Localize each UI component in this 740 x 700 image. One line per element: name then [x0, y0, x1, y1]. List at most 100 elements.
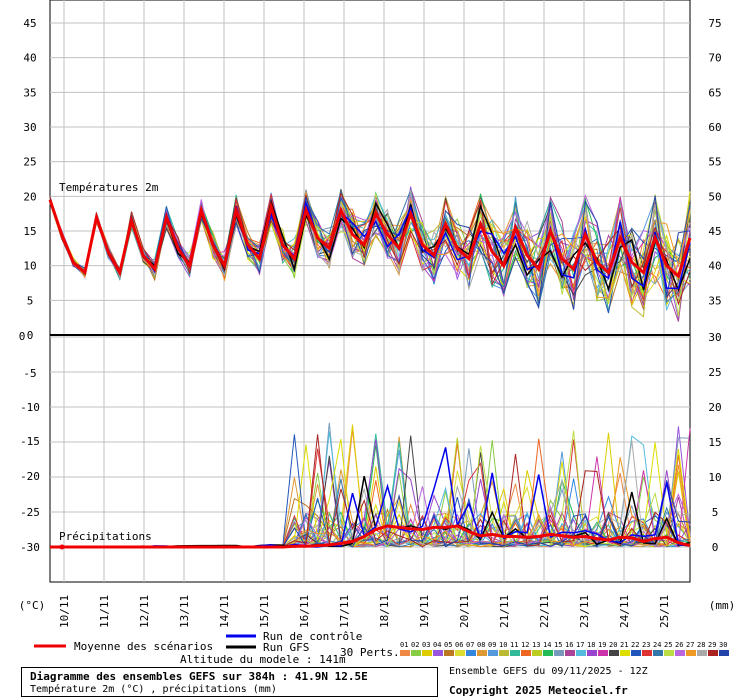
legend-pert-number: 14 [543, 641, 551, 649]
precip-left-tick-label: -15 [20, 435, 40, 448]
x-tick-label: 13/11 [178, 595, 191, 628]
temp-left-tick-label: 45 [23, 17, 36, 30]
temp-left-tick-label: 30 [23, 121, 36, 134]
temperature-panel-label: Températures 2m [59, 181, 159, 194]
copyright-text: Copyright 2025 Meteociel.fr [449, 684, 628, 697]
legend-pert-number: 05 [444, 641, 452, 649]
legend-pert-swatch [411, 650, 421, 656]
x-tick-label: 21/11 [498, 595, 511, 628]
precip-right-tick-label: 25 [708, 366, 721, 379]
precip-right-tick-label: 10 [708, 471, 721, 484]
left-unit-label: (°C) [19, 599, 46, 612]
legend-pert-swatch [400, 650, 410, 656]
legend-pert-number: 16 [565, 641, 573, 649]
legend-pert-number: 24 [653, 641, 661, 649]
legend-pert-number: 28 [697, 641, 705, 649]
precip-right-tick-label: 5 [712, 506, 719, 519]
gefs-ensemble-chart: 4540353025201510507570656055504540353025… [19, 0, 736, 665]
legend-perts-label: 30 Perts. [340, 646, 400, 659]
legend-pert-swatch [642, 650, 652, 656]
precip-left-tick-label: -10 [20, 401, 40, 414]
legend-pert-number: 22 [631, 641, 639, 649]
legend-pert-number: 02 [411, 641, 419, 649]
legend-pert-swatch [675, 650, 685, 656]
temp-left-tick-label: 20 [23, 190, 36, 203]
legend-pert-number: 10 [499, 641, 507, 649]
legend-pert-swatch [554, 650, 564, 656]
legend-pert-swatch [510, 650, 520, 656]
legend-pert-number: 01 [400, 641, 408, 649]
legend-pert-number: 19 [598, 641, 606, 649]
legend-mean-label: Moyenne des scénarios [74, 640, 213, 653]
x-tick-label: 10/11 [58, 595, 71, 628]
x-tick-label: 18/11 [378, 595, 391, 628]
legend-pert-number: 26 [675, 641, 683, 649]
temp-right-tick-label: 50 [708, 190, 721, 203]
temp-zero-tick-label: 0 [19, 330, 26, 343]
chart-subtitle: Température 2m (°C) , précipitations (mm… [30, 684, 277, 695]
precipitation-panel-label: Précipitations [59, 530, 152, 543]
chart-title-box: Diagramme des ensembles GEFS sur 384h : … [21, 667, 438, 697]
legend-pert-swatch [598, 650, 608, 656]
legend-pert-swatch [433, 650, 443, 656]
temp-right-tick-label: 75 [708, 17, 721, 30]
legend-pert-number: 17 [576, 641, 584, 649]
legend-pert-swatch [609, 650, 619, 656]
precip-right-tick-label: 0 [712, 541, 719, 554]
legend-pert-number: 27 [686, 641, 694, 649]
legend-pert-number: 25 [664, 641, 672, 649]
legend-pert-swatch [708, 650, 718, 656]
x-tick-label: 17/11 [338, 595, 351, 628]
precip-left-tick-label: -30 [20, 541, 40, 554]
temp-right-tick-label: 40 [708, 260, 721, 273]
legend-pert-swatch [587, 650, 597, 656]
chart-title: Diagramme des ensembles GEFS sur 384h : … [30, 670, 368, 683]
precip-start-marker [59, 544, 65, 550]
legend-pert-number: 30 [719, 641, 727, 649]
legend-pert-number: 18 [587, 641, 595, 649]
right-unit-label: (mm) [709, 599, 736, 612]
temp-left-tick-label: 0 [27, 329, 34, 342]
temp-right-tick-label: 35 [708, 294, 721, 307]
x-tick-label: 25/11 [658, 595, 671, 628]
temp-right-tick-label: 70 [708, 52, 721, 65]
precip-left-tick-label: -25 [20, 506, 40, 519]
legend-pert-swatch [488, 650, 498, 656]
temp-right-tick-label: 60 [708, 121, 721, 134]
legend-pert-number: 15 [554, 641, 562, 649]
legend-pert-swatch [422, 650, 432, 656]
x-tick-label: 11/11 [98, 595, 111, 628]
legend-pert-swatch [477, 650, 487, 656]
x-tick-label: 24/11 [618, 595, 631, 628]
legend-pert-number: 20 [609, 641, 617, 649]
legend-pert-swatch [576, 650, 586, 656]
precip-left-tick-label: -20 [20, 470, 40, 483]
legend-pert-swatch [543, 650, 553, 656]
legend-pert-swatch [653, 650, 663, 656]
legend-pert-swatch [719, 650, 729, 656]
x-tick-label: 14/11 [218, 595, 231, 628]
temp-right-tick-label: 45 [708, 225, 721, 238]
x-tick-label: 19/11 [418, 595, 431, 628]
precip-right-tick-label: 20 [708, 401, 721, 414]
altitude-note: Altitude du modele : 141m [180, 653, 346, 665]
x-tick-label: 16/11 [298, 595, 311, 628]
legend-pert-number: 29 [708, 641, 716, 649]
temp-left-tick-label: 10 [23, 260, 36, 273]
legend-pert-number: 13 [532, 641, 540, 649]
legend-pert-number: 21 [620, 641, 628, 649]
legend-pert-swatch [686, 650, 696, 656]
legend-pert-number: 09 [488, 641, 496, 649]
legend-pert-number: 12 [521, 641, 529, 649]
legend-pert-number: 11 [510, 641, 518, 649]
legend-pert-swatch [532, 650, 542, 656]
legend-pert-number: 07 [466, 641, 474, 649]
x-tick-label: 12/11 [138, 595, 151, 628]
x-tick-label: 20/11 [458, 595, 471, 628]
legend-pert-swatch [455, 650, 465, 656]
x-tick-label: 15/11 [258, 595, 271, 628]
legend-pert-swatch [565, 650, 575, 656]
legend-pert-swatch [631, 650, 641, 656]
temp-right-tick-label: 55 [708, 156, 721, 169]
legend-pert-number: 04 [433, 641, 441, 649]
